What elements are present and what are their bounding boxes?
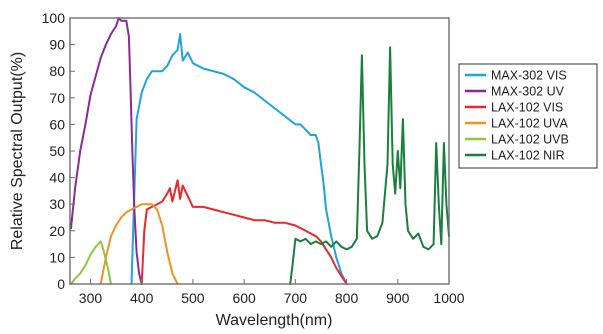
- x-tick-label: 800: [335, 290, 359, 306]
- y-tick-label: 60: [49, 116, 65, 132]
- y-tick-label: 80: [49, 63, 65, 79]
- series-line-5: [289, 46, 450, 285]
- y-tick-label: 0: [57, 276, 65, 292]
- x-tick-label: 900: [386, 290, 410, 306]
- series-line-1: [70, 17, 143, 285]
- y-axis-title: Relative Spectral Output(%): [9, 52, 26, 250]
- legend-entry-0: MAX-302 VIS: [491, 69, 567, 83]
- series-line-4: [70, 240, 112, 285]
- x-tick-label: 300: [79, 290, 103, 306]
- y-tick-label: 70: [49, 90, 65, 106]
- x-tick-label: 500: [181, 290, 205, 306]
- y-tick-label: 100: [42, 10, 66, 26]
- x-tick-label: 400: [130, 290, 154, 306]
- x-tick-label: 700: [284, 290, 308, 306]
- series-line-2: [140, 179, 348, 285]
- series-line-3: [99, 203, 179, 285]
- y-tick-label: 30: [49, 196, 65, 212]
- y-tick-label: 10: [49, 249, 65, 265]
- legend-entry-2: LAX-102 VIS: [491, 101, 563, 115]
- ticks-layer: 300 400 500 600 700 800 900 1000 0 10 20 30 40 50 60 70…: [42, 10, 465, 306]
- y-tick-label: 40: [49, 170, 65, 186]
- series-line-0: [130, 33, 348, 285]
- x-tick-label: 1000: [433, 290, 464, 306]
- y-tick-label: 50: [49, 143, 65, 159]
- y-tick-label: 90: [49, 37, 65, 53]
- legend-entry-3: LAX-102 UVA: [491, 117, 569, 131]
- x-tick-label: 600: [232, 290, 256, 306]
- legend-entry-1: MAX-302 UV: [491, 85, 565, 99]
- legend-box: [458, 63, 598, 169]
- y-tick-label: 20: [49, 223, 65, 239]
- legend-entry-5: LAX-102 NIR: [491, 149, 565, 163]
- x-axis-title: Wavelength(nm): [216, 312, 333, 329]
- legend-entry-4: LAX-102 UVB: [491, 133, 569, 147]
- chart-legend: MAX-302 VIS MAX-302 UV LAX-102 VIS LAX-102 …: [458, 63, 598, 169]
- series-layer: [70, 17, 450, 285]
